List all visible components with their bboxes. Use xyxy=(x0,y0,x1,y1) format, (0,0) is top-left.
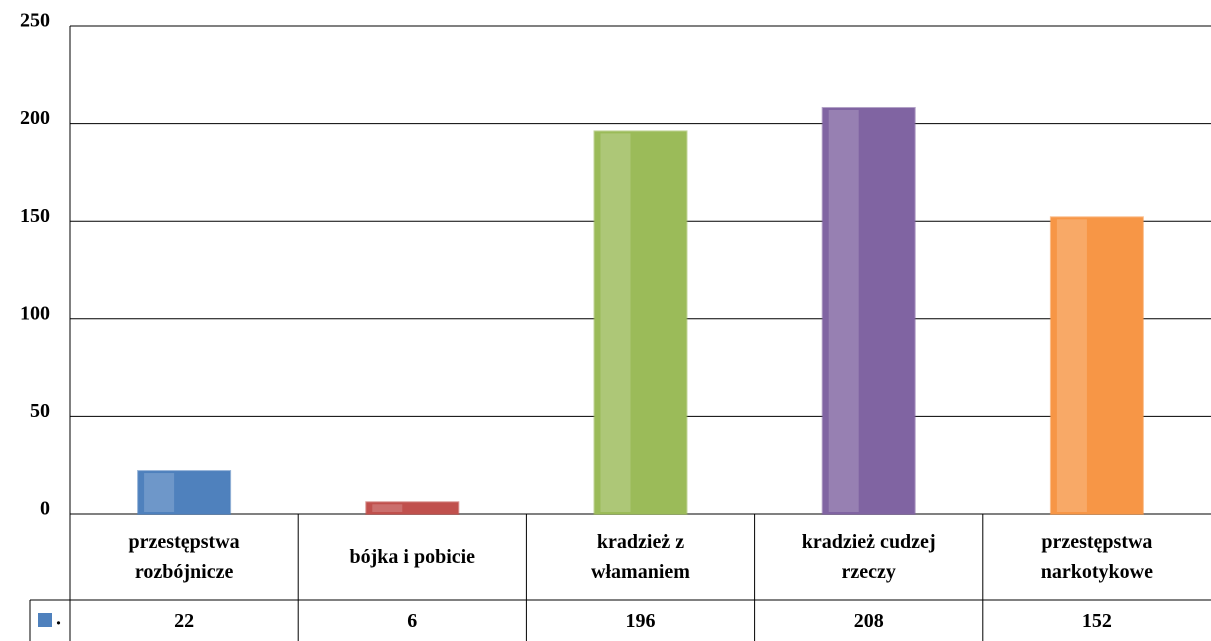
category-label: przestępstwa narkotykowe xyxy=(1040,531,1153,583)
data-table-value: 196 xyxy=(625,609,656,632)
bar xyxy=(137,470,232,515)
legend-label: . xyxy=(56,608,61,630)
category-label: bójka i pobicie xyxy=(349,546,476,568)
y-tick-label: 50 xyxy=(30,400,50,422)
y-tick-label: 100 xyxy=(20,302,50,324)
y-tick-label: 200 xyxy=(20,107,50,129)
y-tick-label: 250 xyxy=(20,10,50,32)
bar-shine xyxy=(144,473,175,512)
data-table-value: 152 xyxy=(1081,609,1112,632)
data-table-value: 6 xyxy=(407,609,418,632)
y-tick-label: 150 xyxy=(20,205,50,227)
bar xyxy=(821,106,916,515)
bar-shine xyxy=(600,133,631,512)
category-label: przestępstwa rozbójnicze xyxy=(128,531,240,583)
legend-key xyxy=(38,613,52,627)
bar-shine xyxy=(372,504,403,512)
data-table-value: 22 xyxy=(174,609,195,632)
category-label: kradzież cudzej rzeczy xyxy=(801,531,936,583)
bar xyxy=(365,501,460,515)
bar-shine xyxy=(828,109,859,512)
category-label: kradzież z włamaniem xyxy=(591,531,690,583)
data-table-value: 208 xyxy=(853,609,884,632)
bar xyxy=(593,130,688,516)
y-tick-label: 0 xyxy=(40,498,50,520)
bar xyxy=(1049,216,1144,516)
bar-shine xyxy=(1056,219,1087,512)
